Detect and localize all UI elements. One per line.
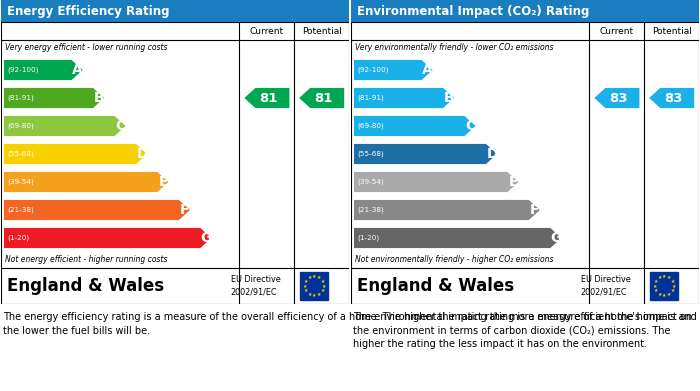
Text: E: E bbox=[509, 175, 518, 189]
Text: (39-54): (39-54) bbox=[7, 179, 34, 185]
Text: EU Directive
2002/91/EC: EU Directive 2002/91/EC bbox=[581, 275, 631, 297]
Polygon shape bbox=[649, 88, 694, 108]
Text: ★: ★ bbox=[670, 279, 675, 284]
Polygon shape bbox=[354, 200, 540, 220]
Text: Potential: Potential bbox=[302, 27, 342, 36]
Text: (81-91): (81-91) bbox=[7, 95, 34, 101]
Text: 81: 81 bbox=[314, 91, 332, 104]
Polygon shape bbox=[299, 88, 344, 108]
Text: 83: 83 bbox=[664, 91, 682, 104]
Polygon shape bbox=[4, 116, 125, 136]
Polygon shape bbox=[4, 60, 83, 80]
Polygon shape bbox=[4, 144, 147, 164]
Text: (92-100): (92-100) bbox=[7, 67, 38, 73]
Text: ★: ★ bbox=[312, 293, 316, 298]
Text: G: G bbox=[551, 231, 562, 245]
Text: ★: ★ bbox=[662, 293, 666, 298]
Text: ★: ★ bbox=[317, 275, 321, 280]
Text: Energy Efficiency Rating: Energy Efficiency Rating bbox=[7, 5, 169, 18]
Text: ★: ★ bbox=[667, 275, 671, 280]
Text: Current: Current bbox=[250, 27, 284, 36]
Text: ★: ★ bbox=[302, 283, 307, 289]
Text: B: B bbox=[94, 91, 104, 105]
Text: EU Directive
2002/91/EC: EU Directive 2002/91/EC bbox=[231, 275, 281, 297]
Text: (21-38): (21-38) bbox=[7, 207, 34, 213]
Text: Very energy efficient - lower running costs: Very energy efficient - lower running co… bbox=[5, 43, 167, 52]
Text: Potential: Potential bbox=[652, 27, 692, 36]
Text: Not energy efficient - higher running costs: Not energy efficient - higher running co… bbox=[5, 255, 167, 264]
Text: ★: ★ bbox=[667, 292, 671, 297]
Text: ★: ★ bbox=[304, 279, 308, 284]
Text: Not environmentally friendly - higher CO₂ emissions: Not environmentally friendly - higher CO… bbox=[355, 255, 554, 264]
Polygon shape bbox=[354, 116, 475, 136]
Text: ★: ★ bbox=[662, 274, 666, 279]
Text: ★: ★ bbox=[657, 275, 662, 280]
Text: ★: ★ bbox=[312, 274, 316, 279]
Text: (69-80): (69-80) bbox=[7, 123, 34, 129]
Text: 83: 83 bbox=[610, 91, 628, 104]
Text: F: F bbox=[530, 203, 540, 217]
Text: A: A bbox=[72, 63, 83, 77]
Text: ★: ★ bbox=[321, 283, 326, 289]
Text: A: A bbox=[422, 63, 433, 77]
Polygon shape bbox=[354, 60, 433, 80]
Text: ★: ★ bbox=[670, 288, 675, 293]
Text: (39-54): (39-54) bbox=[357, 179, 384, 185]
Text: 81: 81 bbox=[260, 91, 278, 104]
Text: Environmental Impact (CO₂) Rating: Environmental Impact (CO₂) Rating bbox=[357, 5, 589, 18]
Text: England & Wales: England & Wales bbox=[357, 277, 514, 295]
Polygon shape bbox=[4, 228, 211, 248]
Text: Very environmentally friendly - lower CO₂ emissions: Very environmentally friendly - lower CO… bbox=[355, 43, 554, 52]
Text: ★: ★ bbox=[652, 283, 657, 289]
Text: (92-100): (92-100) bbox=[357, 67, 388, 73]
Text: B: B bbox=[444, 91, 454, 105]
Polygon shape bbox=[354, 88, 454, 108]
Polygon shape bbox=[354, 144, 497, 164]
Text: The energy efficiency rating is a measure of the overall efficiency of a home. T: The energy efficiency rating is a measur… bbox=[3, 312, 696, 335]
Text: ★: ★ bbox=[654, 288, 658, 293]
Text: (21-38): (21-38) bbox=[357, 207, 384, 213]
Text: ★: ★ bbox=[671, 283, 676, 289]
Bar bbox=[351, 0, 699, 22]
Bar bbox=[650, 272, 678, 300]
Text: C: C bbox=[466, 119, 476, 133]
Text: Current: Current bbox=[600, 27, 634, 36]
Text: F: F bbox=[180, 203, 190, 217]
Text: (1-20): (1-20) bbox=[7, 235, 29, 241]
Text: ★: ★ bbox=[307, 275, 312, 280]
Text: England & Wales: England & Wales bbox=[7, 277, 164, 295]
Text: ★: ★ bbox=[317, 292, 321, 297]
Bar bbox=[300, 272, 328, 300]
Polygon shape bbox=[594, 88, 639, 108]
Text: ★: ★ bbox=[304, 288, 308, 293]
Text: (69-80): (69-80) bbox=[357, 123, 384, 129]
Text: E: E bbox=[159, 175, 168, 189]
Polygon shape bbox=[244, 88, 289, 108]
Text: (1-20): (1-20) bbox=[357, 235, 379, 241]
Polygon shape bbox=[354, 228, 561, 248]
Text: (55-68): (55-68) bbox=[7, 151, 34, 157]
Text: ★: ★ bbox=[320, 279, 325, 284]
Text: ★: ★ bbox=[307, 292, 312, 297]
Polygon shape bbox=[354, 172, 519, 192]
Text: The environmental impact rating is a measure of a home's impact on the environme: The environmental impact rating is a mea… bbox=[353, 312, 692, 349]
Polygon shape bbox=[4, 88, 104, 108]
Text: C: C bbox=[116, 119, 126, 133]
Text: D: D bbox=[486, 147, 498, 161]
Text: D: D bbox=[136, 147, 148, 161]
Polygon shape bbox=[4, 200, 190, 220]
Text: G: G bbox=[201, 231, 212, 245]
Text: ★: ★ bbox=[657, 292, 662, 297]
Text: ★: ★ bbox=[654, 279, 658, 284]
Text: (81-91): (81-91) bbox=[357, 95, 384, 101]
Bar bbox=[1, 0, 349, 22]
Polygon shape bbox=[4, 172, 169, 192]
Text: (55-68): (55-68) bbox=[357, 151, 384, 157]
Text: ★: ★ bbox=[320, 288, 325, 293]
